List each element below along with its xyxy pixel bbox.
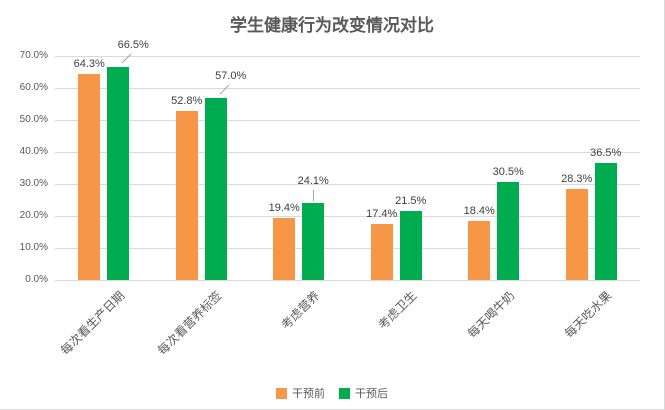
x-axis-category-label: 每次看营养标签 <box>155 288 225 358</box>
y-axis-tick-label: 30.0% <box>19 178 48 189</box>
bar-before <box>370 224 393 280</box>
chart-title: 学生健康行为改变情况对比 <box>230 16 434 35</box>
bar-after <box>302 202 325 280</box>
value-label: 18.4% <box>463 205 495 218</box>
y-axis-tick-label: 0.0% <box>25 274 48 285</box>
value-label: 57.0% <box>215 69 247 82</box>
bar-after <box>107 67 130 280</box>
y-gridline <box>55 248 640 249</box>
value-label: 36.5% <box>590 147 622 160</box>
bar-before <box>468 221 491 280</box>
x-axis-category-label: 每天吃水果 <box>562 288 615 341</box>
value-label: 30.5% <box>492 166 524 179</box>
legend-item: 干预前 <box>276 385 325 401</box>
value-label: 24.1% <box>297 174 329 187</box>
legend-label: 干预后 <box>355 388 388 400</box>
y-gridline <box>55 216 640 217</box>
bar-before <box>78 74 101 280</box>
y-gridline <box>55 280 640 281</box>
y-gridline <box>55 120 640 121</box>
x-axis-category-label: 每次看生产日期 <box>57 288 128 358</box>
label-leader-line <box>219 84 230 95</box>
y-axis-tick-label: 70.0% <box>19 50 48 61</box>
value-label: 28.3% <box>561 173 593 186</box>
y-gridline <box>55 56 640 57</box>
y-axis-tick-label: 10.0% <box>19 242 48 253</box>
y-axis-tick-label: 20.0% <box>19 210 48 221</box>
x-axis-category-label: 考虑营养 <box>278 288 323 333</box>
value-label: 66.5% <box>117 39 149 52</box>
value-label: 52.8% <box>171 95 203 108</box>
legend-item: 干预后 <box>339 385 388 401</box>
value-label: 64.3% <box>73 58 105 71</box>
chart-legend: 干预前 干预后 <box>0 385 664 401</box>
value-label: 19.4% <box>268 201 300 214</box>
bar-after <box>399 211 422 280</box>
y-gridline <box>55 184 640 185</box>
bar-after <box>204 97 227 280</box>
bar-after <box>594 163 617 280</box>
value-label: 21.5% <box>395 195 427 208</box>
x-axis-category-label: 每天喝牛奶 <box>464 288 518 341</box>
legend-swatch <box>339 387 350 399</box>
y-gridline <box>55 152 640 153</box>
label-leader-line <box>313 189 315 201</box>
x-axis-category-label: 考虑卫生 <box>375 288 420 333</box>
y-axis-tick-label: 40.0% <box>19 146 48 157</box>
bar-after <box>497 182 520 280</box>
y-axis-tick-label: 60.0% <box>19 82 48 93</box>
y-axis-tick-label: 50.0% <box>19 114 48 125</box>
bar-before <box>273 217 296 280</box>
legend-swatch <box>276 387 287 399</box>
bar-before <box>565 189 588 280</box>
y-gridline <box>55 88 640 89</box>
value-label: 17.4% <box>366 208 398 221</box>
legend-label: 干预前 <box>292 388 325 400</box>
bar-before <box>175 111 198 280</box>
